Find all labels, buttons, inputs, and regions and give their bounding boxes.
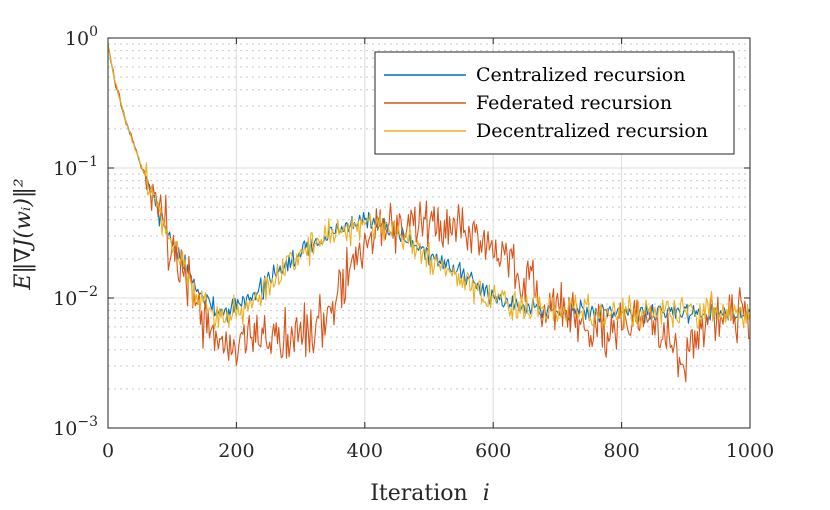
- x-tick-labels: 0 200 400 600 800 1000: [102, 440, 774, 462]
- legend[interactable]: Centralized recursion Federated recursion…: [374, 51, 735, 155]
- y-tick-label: 10−1: [53, 154, 98, 180]
- series-line-3: [107, 42, 751, 330]
- axis-ticks: [107, 37, 751, 429]
- y-axis-label: E‖∇J(wᵢ)‖²: [11, 178, 36, 290]
- series-line-2: [107, 46, 751, 383]
- x-tick-label: 600: [475, 440, 511, 462]
- series-layer: [107, 42, 751, 383]
- x-tick-label: 200: [218, 440, 254, 462]
- y-tick-labels: 10−3 10−2 10−1 100: [53, 24, 98, 440]
- x-axis-label: Iteration i: [370, 481, 490, 506]
- legend-label: Centralized recursion: [476, 64, 685, 86]
- x-axis-label-text: Iteration: [370, 481, 467, 506]
- x-axis-label-var: i: [483, 481, 490, 506]
- plot-frame: [107, 37, 751, 429]
- x-tick-label: 1000: [726, 440, 774, 462]
- y-tick-label: 10−3: [53, 414, 98, 440]
- x-tick-label: 400: [347, 440, 383, 462]
- y-tick-label: 10−2: [53, 284, 98, 310]
- x-tick-label: 0: [102, 440, 114, 462]
- legend-label: Decentralized recursion: [476, 120, 708, 142]
- legend-label: Federated recursion: [476, 92, 672, 114]
- x-tick-label: 800: [603, 440, 639, 462]
- y-tick-label: 100: [65, 24, 98, 50]
